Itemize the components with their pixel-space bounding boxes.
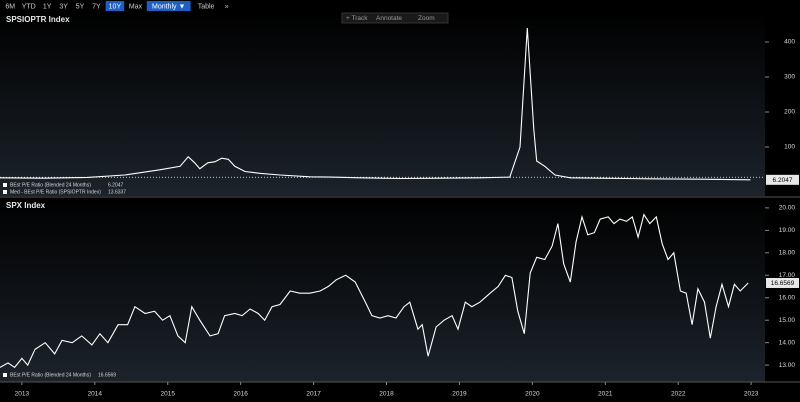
- last-value-box: [766, 277, 799, 288]
- x-tick-label: 2014: [88, 391, 103, 398]
- x-tick-label: 2017: [306, 391, 321, 398]
- x-tick-label: 2019: [452, 391, 467, 398]
- x-tick-label: 2023: [744, 391, 759, 398]
- toolbar-button[interactable]: »: [225, 3, 229, 10]
- y-tick-label: 18.00: [779, 250, 796, 257]
- toolbar-button[interactable]: 3Y: [59, 3, 68, 10]
- x-tick-label: 2022: [671, 391, 686, 398]
- toolbar-button[interactable]: 1Y: [43, 3, 52, 10]
- toolbar-button[interactable]: 6M: [5, 3, 15, 10]
- toolbar-button[interactable]: 5Y: [76, 3, 85, 10]
- tool[interactable]: Annotate: [376, 15, 402, 22]
- toolbar-button[interactable]: 7Y: [92, 3, 101, 10]
- toolbar-button-bg[interactable]: [105, 1, 125, 11]
- chart-title: SPX Index: [6, 201, 46, 210]
- legend-swatch: [3, 373, 7, 377]
- tool[interactable]: Zoom: [418, 15, 435, 22]
- chart-title: SPSIOPTR Index: [6, 15, 70, 24]
- y-tick-label: 300: [784, 74, 795, 81]
- toolbar: [0, 0, 800, 12]
- toolbar-button[interactable]: Max: [129, 3, 143, 10]
- legend-swatch: [3, 183, 7, 187]
- x-tick-label: 2016: [233, 391, 248, 398]
- last-value-label: 6.2047: [773, 177, 793, 184]
- toolbar-button[interactable]: Table: [198, 3, 215, 10]
- x-tick-label: 2013: [15, 391, 30, 398]
- toolbar-button[interactable]: YTD: [22, 3, 36, 10]
- legend-value: 13.6337: [108, 189, 126, 195]
- series-line: [0, 27, 751, 181]
- y-tick-label: 20.00: [779, 205, 796, 212]
- legend-name: Med - BEst P/E Ratio (SPSIOPTR Index): [10, 189, 101, 195]
- x-tick-label: 2015: [160, 391, 175, 398]
- last-value-box: [766, 174, 799, 185]
- panel-bottom: [0, 198, 765, 382]
- x-tick-label: 2021: [598, 391, 613, 398]
- legend-value: 6.2047: [108, 182, 124, 188]
- tool-bar: [341, 12, 449, 24]
- x-tick-label: 2020: [525, 391, 540, 398]
- series-line: [0, 213, 749, 369]
- legend-swatch: [3, 190, 7, 194]
- legend-name: BEst P/E Ratio (Blended 24 Months): [10, 182, 91, 188]
- x-tick-label: 2018: [379, 391, 394, 398]
- panel-top: [0, 12, 765, 196]
- legend-name: BEst P/E Ratio (Blended 24 Months): [10, 372, 91, 378]
- toolbar-button[interactable]: Monthly ▼: [152, 3, 185, 10]
- toolbar-button[interactable]: 10Y: [109, 3, 122, 10]
- last-value-label: 16.6569: [771, 280, 795, 287]
- y-tick-label: 15.00: [779, 317, 796, 324]
- y-tick-label: 200: [784, 109, 795, 116]
- y-tick-label: 16.00: [779, 294, 796, 301]
- tool[interactable]: + Track: [346, 15, 368, 22]
- y-tick-label: 17.00: [779, 272, 796, 279]
- y-tick-label: 13.00: [779, 362, 796, 369]
- y-tick-label: 100: [784, 144, 795, 151]
- toolbar-button-bg[interactable]: [146, 1, 191, 11]
- y-tick-label: 19.00: [779, 227, 796, 234]
- legend-value: 16.6569: [98, 372, 116, 378]
- y-tick-label: 14.00: [779, 339, 796, 346]
- y-tick-label: 400: [784, 39, 795, 46]
